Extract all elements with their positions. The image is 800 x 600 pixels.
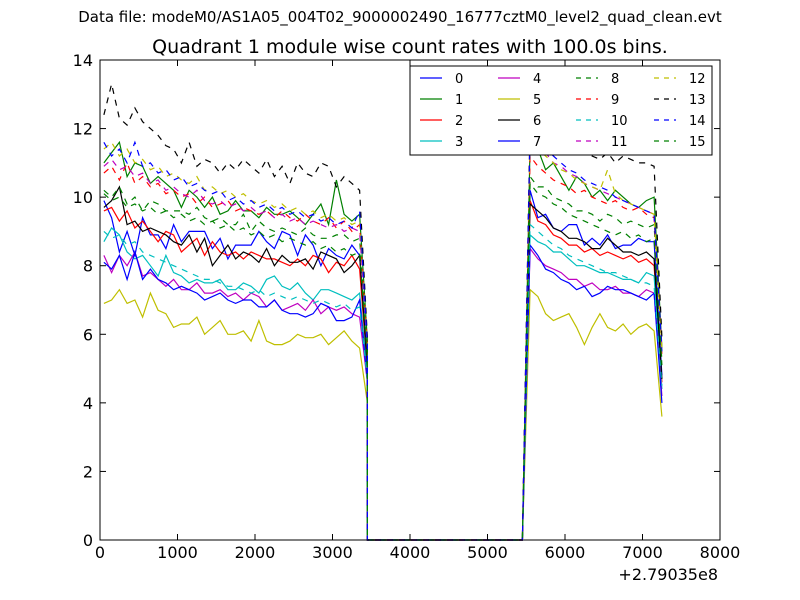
y-tick-label: 6 [83,325,93,344]
legend-entry-label: 13 [689,93,706,108]
series-line-2 [103,200,663,541]
legend-entry-label: 12 [689,72,706,87]
x-tick-label: 2000 [235,543,276,562]
series-line-9 [103,154,663,541]
y-tick-label: 4 [83,394,93,413]
legend-entry-label: 10 [611,114,628,129]
legend-entry-label: 15 [689,135,706,150]
x-tick-label: 1000 [157,543,198,562]
legend-entry-label: 1 [455,93,463,108]
series-line-4 [103,246,663,541]
series-line-5 [103,288,663,541]
axis-ticks: 0 1000 2000 3000 4000 5000 6000 7000 80000246810… [73,51,741,562]
y-tick-label: 0 [83,531,93,550]
legend-entry-label: 4 [533,72,541,87]
series-line-1 [103,140,663,541]
series-line-10 [103,223,663,541]
legend-entry-label: 8 [611,72,619,87]
legend-entry-label: 0 [455,72,463,87]
series-line-15 [103,181,663,541]
x-tick-label: 6000 [545,543,586,562]
y-tick-label: 2 [83,462,93,481]
legend-entry-label: 5 [533,93,541,108]
series-line-12 [103,133,663,541]
legend-entry-label: 14 [689,114,706,129]
legend-entry-label: 3 [455,135,463,150]
legend-box [409,65,713,156]
legend-entry-label: 9 [611,93,619,108]
x-tick-label: 7000 [622,543,663,562]
x-tick-label: 8000 [700,543,741,562]
series-line-13 [103,83,663,541]
series-line-8 [103,174,663,541]
series-lines [103,83,663,541]
y-tick-label: 8 [83,257,93,276]
legend-entry-label: 6 [533,114,541,129]
y-tick-label: 12 [73,120,93,139]
series-line-7 [103,243,663,541]
x-tick-label: 5000 [467,543,508,562]
legend-entry-label: 11 [611,135,628,150]
series-line-0 [103,190,663,541]
x-tick-label: 4000 [390,543,431,562]
y-tick-label: 14 [73,51,93,70]
x-tick-label: 3000 [312,543,353,562]
legend-entry-label: 7 [533,135,541,150]
chart-title: Quadrant 1 module wise count rates with … [152,36,668,58]
series-line-6 [103,185,663,541]
data-file-supertitle: Data file: modeM0/AS1A05_004T02_90000024… [78,8,722,26]
series-line-3 [103,227,663,541]
legend-entry-label: 2 [455,114,463,129]
series-line-11 [103,128,663,541]
x-tick-label: 0 [95,543,105,562]
y-tick-label: 10 [73,188,93,207]
x-offset-label: +2.79035e8 [618,565,718,584]
series-line-14 [103,130,663,541]
